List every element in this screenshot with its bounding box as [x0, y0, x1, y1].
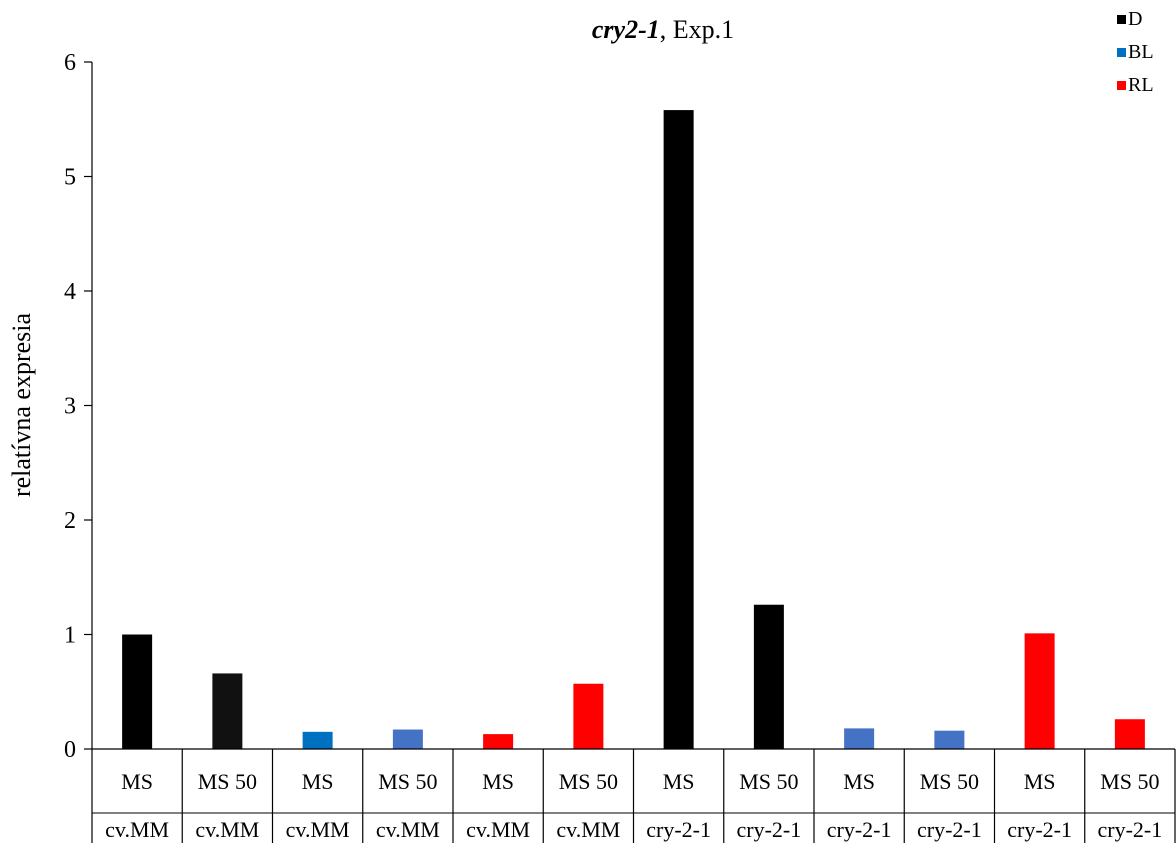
- y-tick-label: 3: [64, 394, 76, 420]
- x-category-genotype-label: cv.MM: [376, 817, 440, 842]
- y-tick-label: 2: [64, 508, 76, 534]
- chart-title-italic: cry2-1: [592, 15, 660, 44]
- x-category-genotype-label: cry-2-1: [737, 817, 802, 842]
- bar: [844, 728, 875, 749]
- y-tick-label: 1: [64, 623, 76, 649]
- chart-title-rest: , Exp.1: [660, 15, 734, 44]
- legend-swatch: [1117, 48, 1126, 57]
- x-category-genotype-label: cv.MM: [466, 817, 530, 842]
- bar: [934, 730, 965, 749]
- x-category-genotype-label: cv.MM: [556, 817, 620, 842]
- legend: D BL RL: [1117, 8, 1154, 96]
- x-category-treatment-label: MS: [482, 769, 514, 794]
- x-category-genotype-label: cry-2-1: [827, 817, 892, 842]
- bar: [483, 734, 514, 749]
- x-category-genotype-label: cv.MM: [286, 817, 350, 842]
- bar: [122, 634, 153, 749]
- bar: [1024, 633, 1055, 749]
- bar: [753, 604, 784, 749]
- legend-swatch: [1117, 15, 1126, 24]
- x-category-genotype-label: cv.MM: [195, 817, 259, 842]
- x-category-treatment-label: MS: [121, 769, 153, 794]
- x-category-treatment-label: MS: [663, 769, 695, 794]
- bar: [392, 729, 423, 749]
- legend-label: RL: [1128, 74, 1154, 96]
- x-category-treatment-label: MS 50: [378, 769, 437, 794]
- bars: [122, 110, 1145, 750]
- x-axis: MS cv.MM MS 50 cv.MM MS cv.MM MS 50 cv.MM MS cv.M…: [91, 748, 1176, 843]
- x-category-treatment-label: MS 50: [1100, 769, 1159, 794]
- x-category-treatment-label: MS: [843, 769, 875, 794]
- y-axis-label: relatívna expresia: [7, 313, 36, 498]
- legend-swatch: [1117, 81, 1126, 90]
- x-category-treatment-label: MS: [302, 769, 334, 794]
- y-tick-label: 4: [64, 279, 76, 305]
- y-axis: 0 1 2 3 4 5 6: [64, 50, 93, 763]
- x-category-genotype-label: cv.MM: [105, 817, 169, 842]
- bar: [302, 731, 333, 749]
- x-category-treatment-label: MS 50: [198, 769, 257, 794]
- x-category-treatment-label: MS 50: [920, 769, 979, 794]
- x-category-genotype-label: cry-2-1: [1007, 817, 1072, 842]
- x-category-treatment-label: MS 50: [559, 769, 618, 794]
- x-category-genotype-label: cry-2-1: [1098, 817, 1163, 842]
- bar: [573, 683, 604, 749]
- y-tick-label: 6: [64, 50, 76, 76]
- bar: [663, 110, 694, 750]
- chart-title: cry2-1, Exp.1: [592, 15, 734, 44]
- legend-label: BL: [1128, 41, 1154, 63]
- x-category-treatment-label: MS: [1024, 769, 1056, 794]
- bar: [1114, 719, 1145, 749]
- y-tick-label: 5: [64, 165, 76, 191]
- x-category-genotype-label: cry-2-1: [917, 817, 982, 842]
- legend-label: D: [1128, 8, 1142, 30]
- y-tick-label: 0: [64, 737, 76, 763]
- x-category-treatment-label: MS 50: [739, 769, 798, 794]
- bar: [212, 673, 243, 749]
- x-category-genotype-label: cry-2-1: [646, 817, 711, 842]
